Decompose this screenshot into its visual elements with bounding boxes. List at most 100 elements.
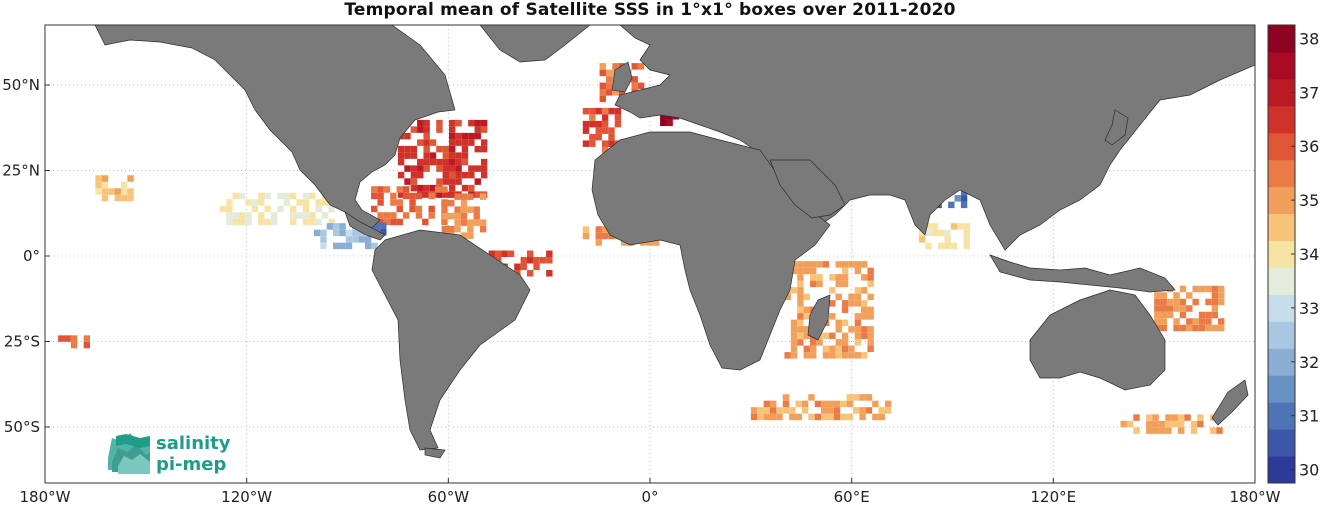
sss-cell	[1173, 324, 1180, 332]
sss-cell	[461, 158, 469, 166]
land-new-zealand	[1211, 379, 1249, 426]
sss-cell	[822, 261, 830, 268]
sss-cell	[546, 257, 553, 264]
sss-cell	[232, 192, 239, 200]
sss-cell	[854, 332, 862, 340]
sss-cell	[840, 413, 847, 421]
sss-cell	[1160, 305, 1167, 312]
colorbar-block	[1268, 186, 1295, 215]
colorbar-blocks	[1268, 25, 1295, 484]
sss-cell	[283, 192, 291, 200]
sss-cell	[963, 223, 970, 230]
sss-cell	[455, 132, 462, 140]
sss-cell	[429, 158, 437, 166]
sss-cell	[601, 114, 609, 121]
sss-cell	[599, 95, 606, 103]
sss-cell	[520, 263, 527, 271]
sss-cell	[1158, 420, 1166, 428]
sss-cell	[859, 413, 866, 421]
sss-cell	[848, 352, 855, 359]
sss-cell	[1205, 324, 1212, 332]
sss-cell	[827, 407, 834, 414]
sss-cell	[410, 152, 418, 159]
sss-cell	[468, 119, 475, 127]
sss-cell	[809, 261, 817, 268]
sss-cell	[501, 250, 508, 258]
sss-cell	[302, 199, 310, 206]
sss-cell	[1173, 305, 1180, 312]
sss-cell	[776, 407, 783, 414]
sss-cell	[1165, 414, 1172, 421]
sss-cell	[1211, 311, 1219, 319]
sss-cell	[769, 400, 777, 408]
sss-cell	[404, 145, 411, 153]
sss-cell	[608, 133, 615, 141]
sss-cell	[582, 127, 590, 134]
sss-cell	[595, 232, 602, 240]
sss-cell	[290, 192, 297, 200]
sss-cell	[789, 413, 796, 421]
sss-cell	[455, 178, 462, 185]
land-greenland	[479, 25, 591, 63]
sss-cell	[277, 205, 284, 213]
sss-cell	[878, 407, 885, 414]
sss-cell	[769, 407, 777, 414]
sss-cell	[854, 261, 862, 268]
sss-cell	[816, 274, 823, 281]
sss-cell	[1160, 298, 1167, 306]
sss-cell	[835, 352, 842, 359]
sss-cell	[614, 120, 622, 128]
sss-cell	[495, 250, 502, 258]
x-tick-label: 180°W	[20, 488, 71, 506]
sss-cell	[867, 306, 874, 314]
sss-cell	[114, 188, 121, 195]
sss-cell	[614, 107, 622, 115]
sss-cell	[390, 218, 397, 226]
sss-cell	[1218, 318, 1225, 325]
sss-cell	[377, 199, 384, 206]
sss-cell	[614, 114, 622, 121]
sss-cell	[589, 114, 596, 121]
sss-cell	[409, 192, 416, 200]
sss-cell	[954, 195, 961, 202]
sss-cell	[841, 352, 849, 359]
sss-cell	[795, 400, 802, 408]
sss-cell	[582, 232, 590, 240]
sss-cell	[383, 218, 391, 226]
sss-cell	[1173, 298, 1180, 306]
sss-cell	[245, 212, 252, 219]
sss-cell	[797, 293, 804, 301]
sss-cell	[423, 191, 430, 198]
sss-cell	[423, 119, 430, 127]
sss-cell	[653, 239, 660, 246]
sss-cell	[315, 218, 322, 226]
colorbar-block	[1268, 348, 1295, 376]
sss-cell	[1166, 298, 1174, 306]
sss-cell	[846, 413, 854, 421]
sss-cell	[480, 119, 488, 127]
sss-cell	[1211, 298, 1219, 306]
logo-text-salinity: salinity	[156, 433, 231, 454]
sss-cell	[816, 261, 823, 268]
sss-cell	[790, 352, 798, 359]
sss-cell	[872, 400, 879, 408]
land-africa	[591, 131, 831, 371]
sss-cell	[835, 293, 842, 301]
sss-cell	[1190, 420, 1198, 428]
sss-cell	[441, 218, 448, 226]
sss-cell	[410, 171, 418, 179]
sss-cell	[460, 219, 468, 226]
sss-cell	[1186, 292, 1193, 299]
sss-cell	[631, 82, 638, 90]
sss-cell	[1205, 311, 1212, 319]
y-axis-ticks: 50°N 25°N 0° 25°S 50°S	[2, 76, 50, 436]
sss-cell	[468, 184, 475, 192]
sss-cell	[872, 413, 879, 421]
sss-cell	[526, 270, 534, 277]
sss-cell	[442, 152, 450, 159]
sss-cell	[618, 89, 626, 96]
sss-cell	[795, 413, 802, 421]
sss-cell	[1218, 292, 1225, 299]
sss-cell	[918, 236, 926, 243]
sss-cell	[854, 352, 862, 359]
